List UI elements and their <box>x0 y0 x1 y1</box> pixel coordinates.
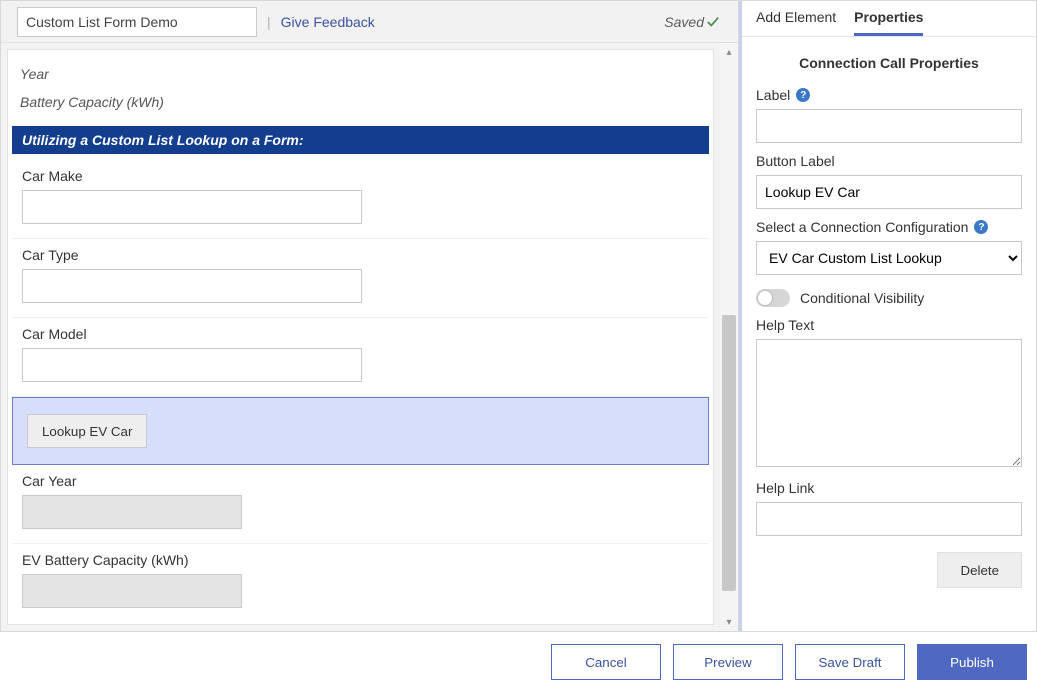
check-icon <box>706 15 720 29</box>
section-header: Utilizing a Custom List Lookup on a Form… <box>12 126 709 154</box>
field-block[interactable]: Car Type <box>12 239 709 318</box>
car-make-input[interactable] <box>22 190 362 224</box>
field-label: Car Make <box>22 168 699 184</box>
delete-button[interactable]: Delete <box>937 552 1022 588</box>
label-input[interactable] <box>756 109 1022 143</box>
field-label: Car Model <box>22 326 699 342</box>
saved-status: Saved <box>664 14 720 30</box>
help-link-input[interactable] <box>756 502 1022 536</box>
preview-button[interactable]: Preview <box>673 644 783 680</box>
field-block[interactable]: Car Year <box>12 465 709 544</box>
form-name-input[interactable] <box>17 7 257 37</box>
conditional-visibility-toggle[interactable] <box>756 289 790 307</box>
prop-label-help-text: Help Text <box>756 317 1022 333</box>
save-draft-button[interactable]: Save Draft <box>795 644 905 680</box>
give-feedback-link[interactable]: Give Feedback <box>281 14 375 30</box>
scrollbar-track[interactable] <box>720 61 738 613</box>
footer-bar: Cancel Preview Save Draft Publish <box>0 632 1037 692</box>
publish-button[interactable]: Publish <box>917 644 1027 680</box>
prop-label-help-link: Help Link <box>756 480 1022 496</box>
prop-label-label: Label ? <box>756 87 1022 103</box>
tab-add-element[interactable]: Add Element <box>756 9 836 36</box>
tab-properties[interactable]: Properties <box>854 9 923 36</box>
scroll-up-icon[interactable]: ▴ <box>720 43 738 61</box>
help-icon[interactable]: ? <box>974 220 988 234</box>
conditional-visibility-label: Conditional Visibility <box>800 290 924 306</box>
car-model-input[interactable] <box>22 348 362 382</box>
field-label: EV Battery Capacity (kWh) <box>22 552 699 568</box>
help-text-textarea[interactable] <box>756 339 1022 467</box>
car-type-input[interactable] <box>22 269 362 303</box>
canvas-scroll-area[interactable]: Year Battery Capacity (kWh) Utilizing a … <box>7 49 714 625</box>
car-year-input[interactable] <box>22 495 242 529</box>
field-block[interactable]: Car Make <box>12 160 709 239</box>
ev-battery-capacity-input[interactable] <box>22 574 242 608</box>
button-label-input[interactable] <box>756 175 1022 209</box>
static-field-battery: Battery Capacity (kWh) <box>12 88 709 116</box>
field-block[interactable]: Car Model <box>12 318 709 397</box>
static-field-year: Year <box>12 60 709 88</box>
separator: | <box>267 14 271 30</box>
scrollbar-thumb[interactable] <box>722 315 736 591</box>
canvas-header: | Give Feedback Saved <box>1 1 738 43</box>
scroll-down-icon[interactable]: ▾ <box>720 613 738 631</box>
field-label: Car Year <box>22 473 699 489</box>
prop-label-connection-config: Select a Connection Configuration ? <box>756 219 1022 235</box>
prop-label-button-label: Button Label <box>756 153 1022 169</box>
vertical-scrollbar[interactable]: ▴ ▾ <box>720 43 738 631</box>
connection-config-select[interactable]: EV Car Custom List Lookup <box>756 241 1022 275</box>
help-icon[interactable]: ? <box>796 88 810 102</box>
field-block[interactable]: EV Battery Capacity (kWh) <box>12 544 709 622</box>
cancel-button[interactable]: Cancel <box>551 644 661 680</box>
properties-panel-title: Connection Call Properties <box>756 55 1022 71</box>
connection-call-block-selected[interactable]: Lookup EV Car <box>12 397 709 465</box>
lookup-ev-car-button[interactable]: Lookup EV Car <box>27 414 147 448</box>
field-label: Car Type <box>22 247 699 263</box>
